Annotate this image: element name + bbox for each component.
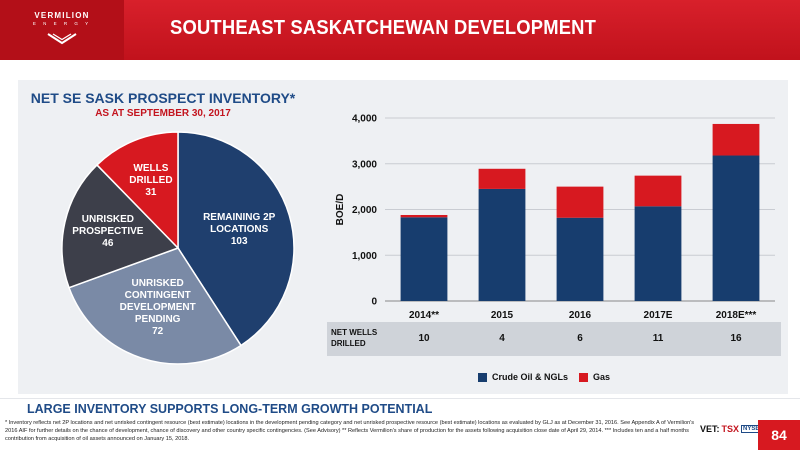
- legend-swatch-gas: [579, 372, 589, 382]
- net-wells-label-line1: NET WELLS: [331, 328, 378, 337]
- net-wells-value: 4: [499, 333, 505, 344]
- pie-slice-wells-drilled-label: WELLS DRILLED 31: [129, 163, 173, 199]
- bar-oil-ngls: [478, 188, 526, 301]
- x-tick-label: 2015: [491, 310, 514, 321]
- net-wells-value: 11: [652, 333, 664, 344]
- footnote: * Inventory reflects net 2P locations an…: [5, 420, 695, 442]
- y-tick-label: 4,000: [352, 114, 377, 125]
- net-wells-row: [327, 322, 781, 356]
- pie-slice-contingent: [68, 247, 242, 365]
- page-title: SOUTHEAST SASKATCHEWAN DEVELOPMENT: [170, 17, 597, 39]
- bar-chart: 0 1,000 2,000 3,000 4,000 BOE/D 2014** 2015 2016…: [335, 114, 775, 321]
- bottom-heading: LARGE INVENTORY SUPPORTS LONG-TERM GROWT…: [27, 402, 433, 416]
- vermilion-logo: VERMILION E N E R G Y: [0, 0, 124, 60]
- pie-subtitle: AS AT SEPTEMBER 30, 2017: [95, 108, 231, 119]
- legend-label-gas: Gas: [593, 372, 611, 382]
- pie-title: NET SE SASK PROSPECT INVENTORY*: [30, 90, 296, 106]
- bar-gas: [400, 214, 448, 218]
- logo-chevron-icon: [47, 33, 77, 45]
- net-wells-value: 16: [730, 333, 742, 344]
- net-wells-value: 10: [418, 333, 430, 344]
- x-tick-label: 2018E***: [716, 310, 757, 321]
- y-tick-label: 1,000: [352, 251, 377, 262]
- ticker-vet: VET:: [700, 424, 720, 434]
- net-wells-label-line2: DRILLED: [331, 339, 366, 348]
- pie-slice-prospective: [61, 163, 180, 289]
- y-tick-label: 0: [371, 297, 377, 308]
- logo-sub: E N E R G Y: [32, 21, 92, 26]
- bar-gas: [478, 168, 526, 189]
- y-tick-label: 3,000: [352, 159, 377, 170]
- divider: [0, 398, 800, 399]
- tsx-logo: TSX: [721, 424, 740, 434]
- bar-gas: [712, 123, 760, 156]
- net-wells-value: 6: [577, 333, 583, 344]
- pie-slice-contingent-label: UNRISKED CONTINGENT DEVELOPMENT PENDING 72: [119, 278, 196, 338]
- exchange-logos: VET: TSX NYSE: [700, 424, 762, 434]
- chart-legend: Crude Oil & NGLs Gas: [478, 372, 610, 382]
- bar-oil-ngls: [556, 217, 604, 301]
- bar-gas: [634, 175, 682, 207]
- header-bar: [0, 0, 800, 60]
- legend-label-oil: Crude Oil & NGLs: [492, 372, 569, 382]
- legend-swatch-oil: [478, 372, 487, 382]
- pie-slice-wells-drilled: [95, 131, 179, 250]
- bar-oil-ngls: [400, 217, 448, 301]
- x-tick-label: 2016: [569, 310, 592, 321]
- bar-oil-ngls: [712, 155, 760, 301]
- pie-slice-prospective-label: UNRISKED PROSPECTIVE 46: [72, 213, 144, 249]
- logo-name: VERMILION: [34, 11, 90, 20]
- page-number: 84: [758, 420, 800, 450]
- net-wells-label: NET WELLS DRILLED: [331, 327, 377, 349]
- pie-slice-remaining-2p-label: REMAINING 2P LOCATIONS 103: [203, 211, 276, 247]
- y-axis-label: BOE/D: [335, 194, 346, 226]
- bar-oil-ngls: [634, 206, 682, 301]
- y-tick-label: 2,000: [352, 205, 377, 216]
- x-tick-label: 2014**: [409, 310, 439, 321]
- x-tick-label: 2017E: [644, 310, 673, 321]
- bar-gas: [556, 186, 604, 218]
